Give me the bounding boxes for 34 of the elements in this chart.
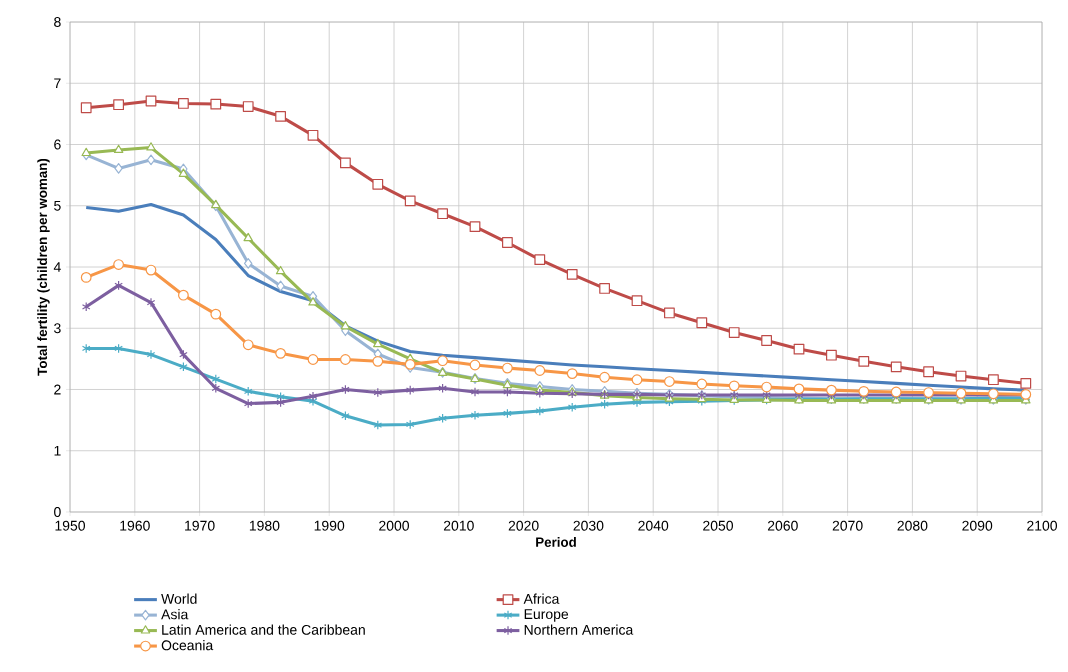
x-tick-label: 1950 [55,520,86,531]
x-tick-label: 2020 [508,520,539,531]
legend-label: Oceania [161,639,214,651]
legend-label: Northern America [524,624,634,635]
x-tick-label: 2090 [962,520,993,531]
legend-label: Africa [523,593,560,604]
y-tick-label: 3 [54,323,61,334]
y-tick-label: 5 [54,200,61,211]
y-tick-label: 6 [54,139,61,150]
x-tick-label: 2040 [638,520,669,531]
x-tick-label: 2080 [897,520,928,531]
x-tick-label: 2000 [379,520,410,531]
legend-label: Latin America and the Caribbean [162,624,365,635]
x-tick-label: 1960 [120,520,150,531]
x-tick-label: 1970 [185,520,215,531]
y-tick-label: 4 [53,262,61,272]
x-tick-label: 1990 [314,520,345,531]
x-tick-label: 2030 [573,520,604,531]
y-tick-label: 0 [54,507,61,517]
legend-label: Europe [524,609,569,622]
x-tick-label: 2010 [443,520,474,531]
x-tick-label: 2060 [767,520,798,531]
y-tick-label: 7 [54,78,61,89]
x-tick-label: 2050 [703,520,734,531]
legend-label: World [161,593,197,604]
x-axis-title: Period [536,537,576,547]
y-tick-label: 2 [54,384,61,395]
y-tick-label: 8 [54,17,61,27]
x-tick-label: 2070 [832,520,863,531]
x-tick-label: 1980 [249,520,280,531]
x-tick-label: 2100 [1027,520,1058,531]
y-axis-title: Total fertility (children per woman) [37,158,50,376]
y-tick-label: 1 [54,445,61,456]
legend-label: Asia [161,609,189,620]
